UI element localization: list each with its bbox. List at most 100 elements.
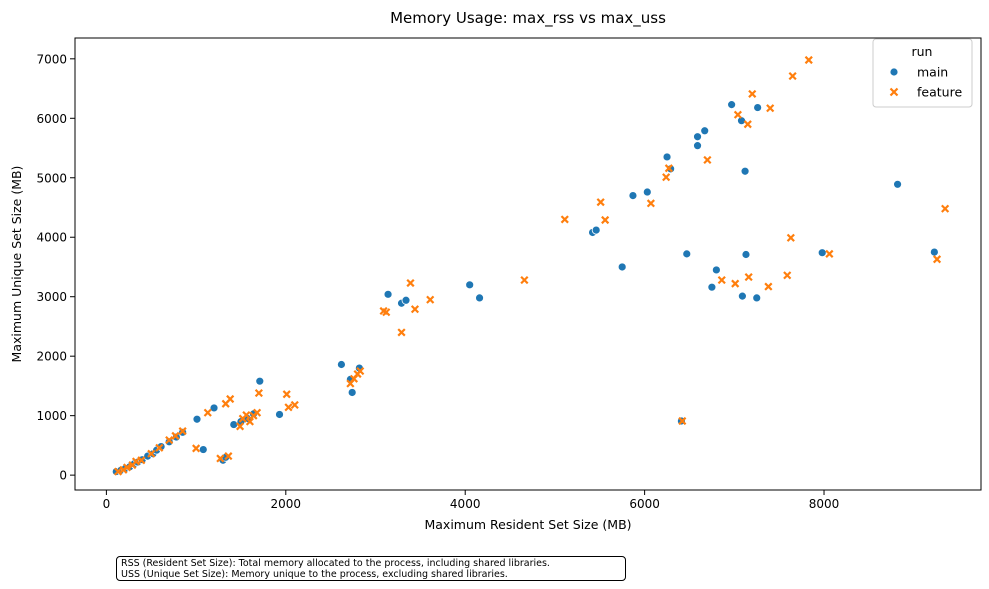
- point-main: [275, 410, 284, 419]
- x-tick-label: 8000: [809, 497, 840, 511]
- point-main: [737, 116, 746, 126]
- point-main: [337, 360, 346, 369]
- point-feature: [941, 204, 950, 213]
- legend-title: run: [912, 44, 933, 59]
- point-feature: [601, 215, 610, 225]
- plot-area: [74, 37, 982, 491]
- point-main: [727, 100, 737, 110]
- legend-marker-feature: [889, 87, 899, 97]
- point-feature: [171, 431, 180, 440]
- point-feature: [253, 408, 262, 417]
- point-feature: [226, 394, 235, 404]
- point-feature: [397, 328, 406, 337]
- point-feature: [744, 273, 753, 282]
- legend: run main feature: [872, 38, 973, 108]
- point-feature: [254, 388, 263, 398]
- point-feature: [703, 155, 712, 164]
- y-tick-label: 2000: [36, 350, 67, 364]
- point-main: [617, 262, 627, 272]
- point-feature: [235, 422, 245, 431]
- point-feature: [147, 449, 156, 458]
- point-main: [465, 280, 475, 290]
- point-feature: [245, 417, 254, 426]
- point-feature: [664, 164, 673, 173]
- point-main: [662, 152, 672, 162]
- point-main: [711, 265, 721, 275]
- y-tick-label: 5000: [36, 171, 67, 185]
- point-feature: [216, 454, 225, 463]
- y-tick-label: 7000: [36, 52, 67, 66]
- point-feature: [733, 110, 742, 119]
- point-main: [682, 249, 692, 259]
- point-feature: [165, 435, 174, 445]
- point-main: [591, 225, 601, 235]
- point-feature: [731, 279, 740, 288]
- point-feature: [932, 255, 942, 264]
- point-main: [475, 293, 484, 303]
- point-feature: [662, 173, 671, 182]
- point-main: [893, 179, 902, 189]
- point-main: [347, 388, 357, 397]
- point-feature: [766, 104, 775, 113]
- point-feature: [382, 308, 391, 317]
- point-feature: [224, 452, 233, 461]
- point-feature: [290, 400, 299, 410]
- legend-label-main: main: [917, 65, 948, 80]
- point-feature: [804, 55, 813, 65]
- uss-note: USS (Unique Set Size): Memory unique to …: [121, 569, 508, 580]
- point-feature: [825, 249, 834, 258]
- point-feature: [788, 71, 797, 81]
- point-main: [209, 403, 219, 413]
- point-main: [401, 295, 411, 305]
- point-main: [693, 132, 702, 142]
- x-tick-label: 4000: [450, 497, 481, 511]
- point-feature: [748, 89, 757, 98]
- y-tick-label: 1000: [36, 409, 67, 423]
- point-main: [741, 250, 751, 259]
- point-feature: [155, 443, 164, 452]
- rss-note: RSS (Resident Set Size): Total memory al…: [121, 558, 550, 569]
- point-feature: [783, 271, 792, 280]
- point-feature: [242, 410, 251, 420]
- point-main: [737, 291, 747, 301]
- point-main: [693, 141, 702, 151]
- point-feature: [410, 305, 420, 314]
- point-feature: [426, 295, 435, 304]
- y-tick-label: 3000: [36, 290, 67, 304]
- point-main: [192, 414, 202, 424]
- point-feature: [356, 366, 365, 376]
- point-feature: [284, 403, 293, 412]
- point-feature: [122, 463, 132, 472]
- point-main: [929, 247, 939, 257]
- point-feature: [646, 199, 655, 208]
- y-axis-ticks: 0 1000 2000 3000 4000 5000 6000 7000: [36, 52, 75, 483]
- point-feature: [137, 456, 146, 465]
- point-feature: [678, 416, 687, 426]
- y-tick-label: 0: [59, 469, 67, 483]
- x-axis-label: Maximum Resident Set Size (MB): [424, 517, 631, 532]
- point-main: [753, 103, 763, 112]
- point-main: [164, 437, 174, 447]
- point-feature: [282, 390, 291, 399]
- point-feature: [560, 215, 569, 224]
- point-feature: [406, 278, 415, 288]
- point-main: [817, 248, 827, 258]
- point-main: [642, 187, 652, 197]
- point-feature: [520, 275, 529, 285]
- point-main: [198, 445, 208, 454]
- point-feature: [596, 198, 605, 207]
- point-feature: [717, 275, 726, 285]
- point-feature: [113, 467, 123, 476]
- point-feature: [178, 427, 187, 436]
- point-main: [752, 293, 762, 303]
- annotation-box: RSS (Resident Set Size): Total memory al…: [116, 556, 626, 581]
- point-feature: [764, 282, 773, 291]
- point-main: [383, 289, 393, 299]
- x-tick-label: 0: [103, 497, 111, 511]
- point-feature: [743, 120, 752, 129]
- point-feature: [786, 233, 795, 242]
- point-main: [255, 376, 265, 386]
- x-tick-label: 6000: [629, 497, 660, 511]
- point-main: [628, 191, 638, 201]
